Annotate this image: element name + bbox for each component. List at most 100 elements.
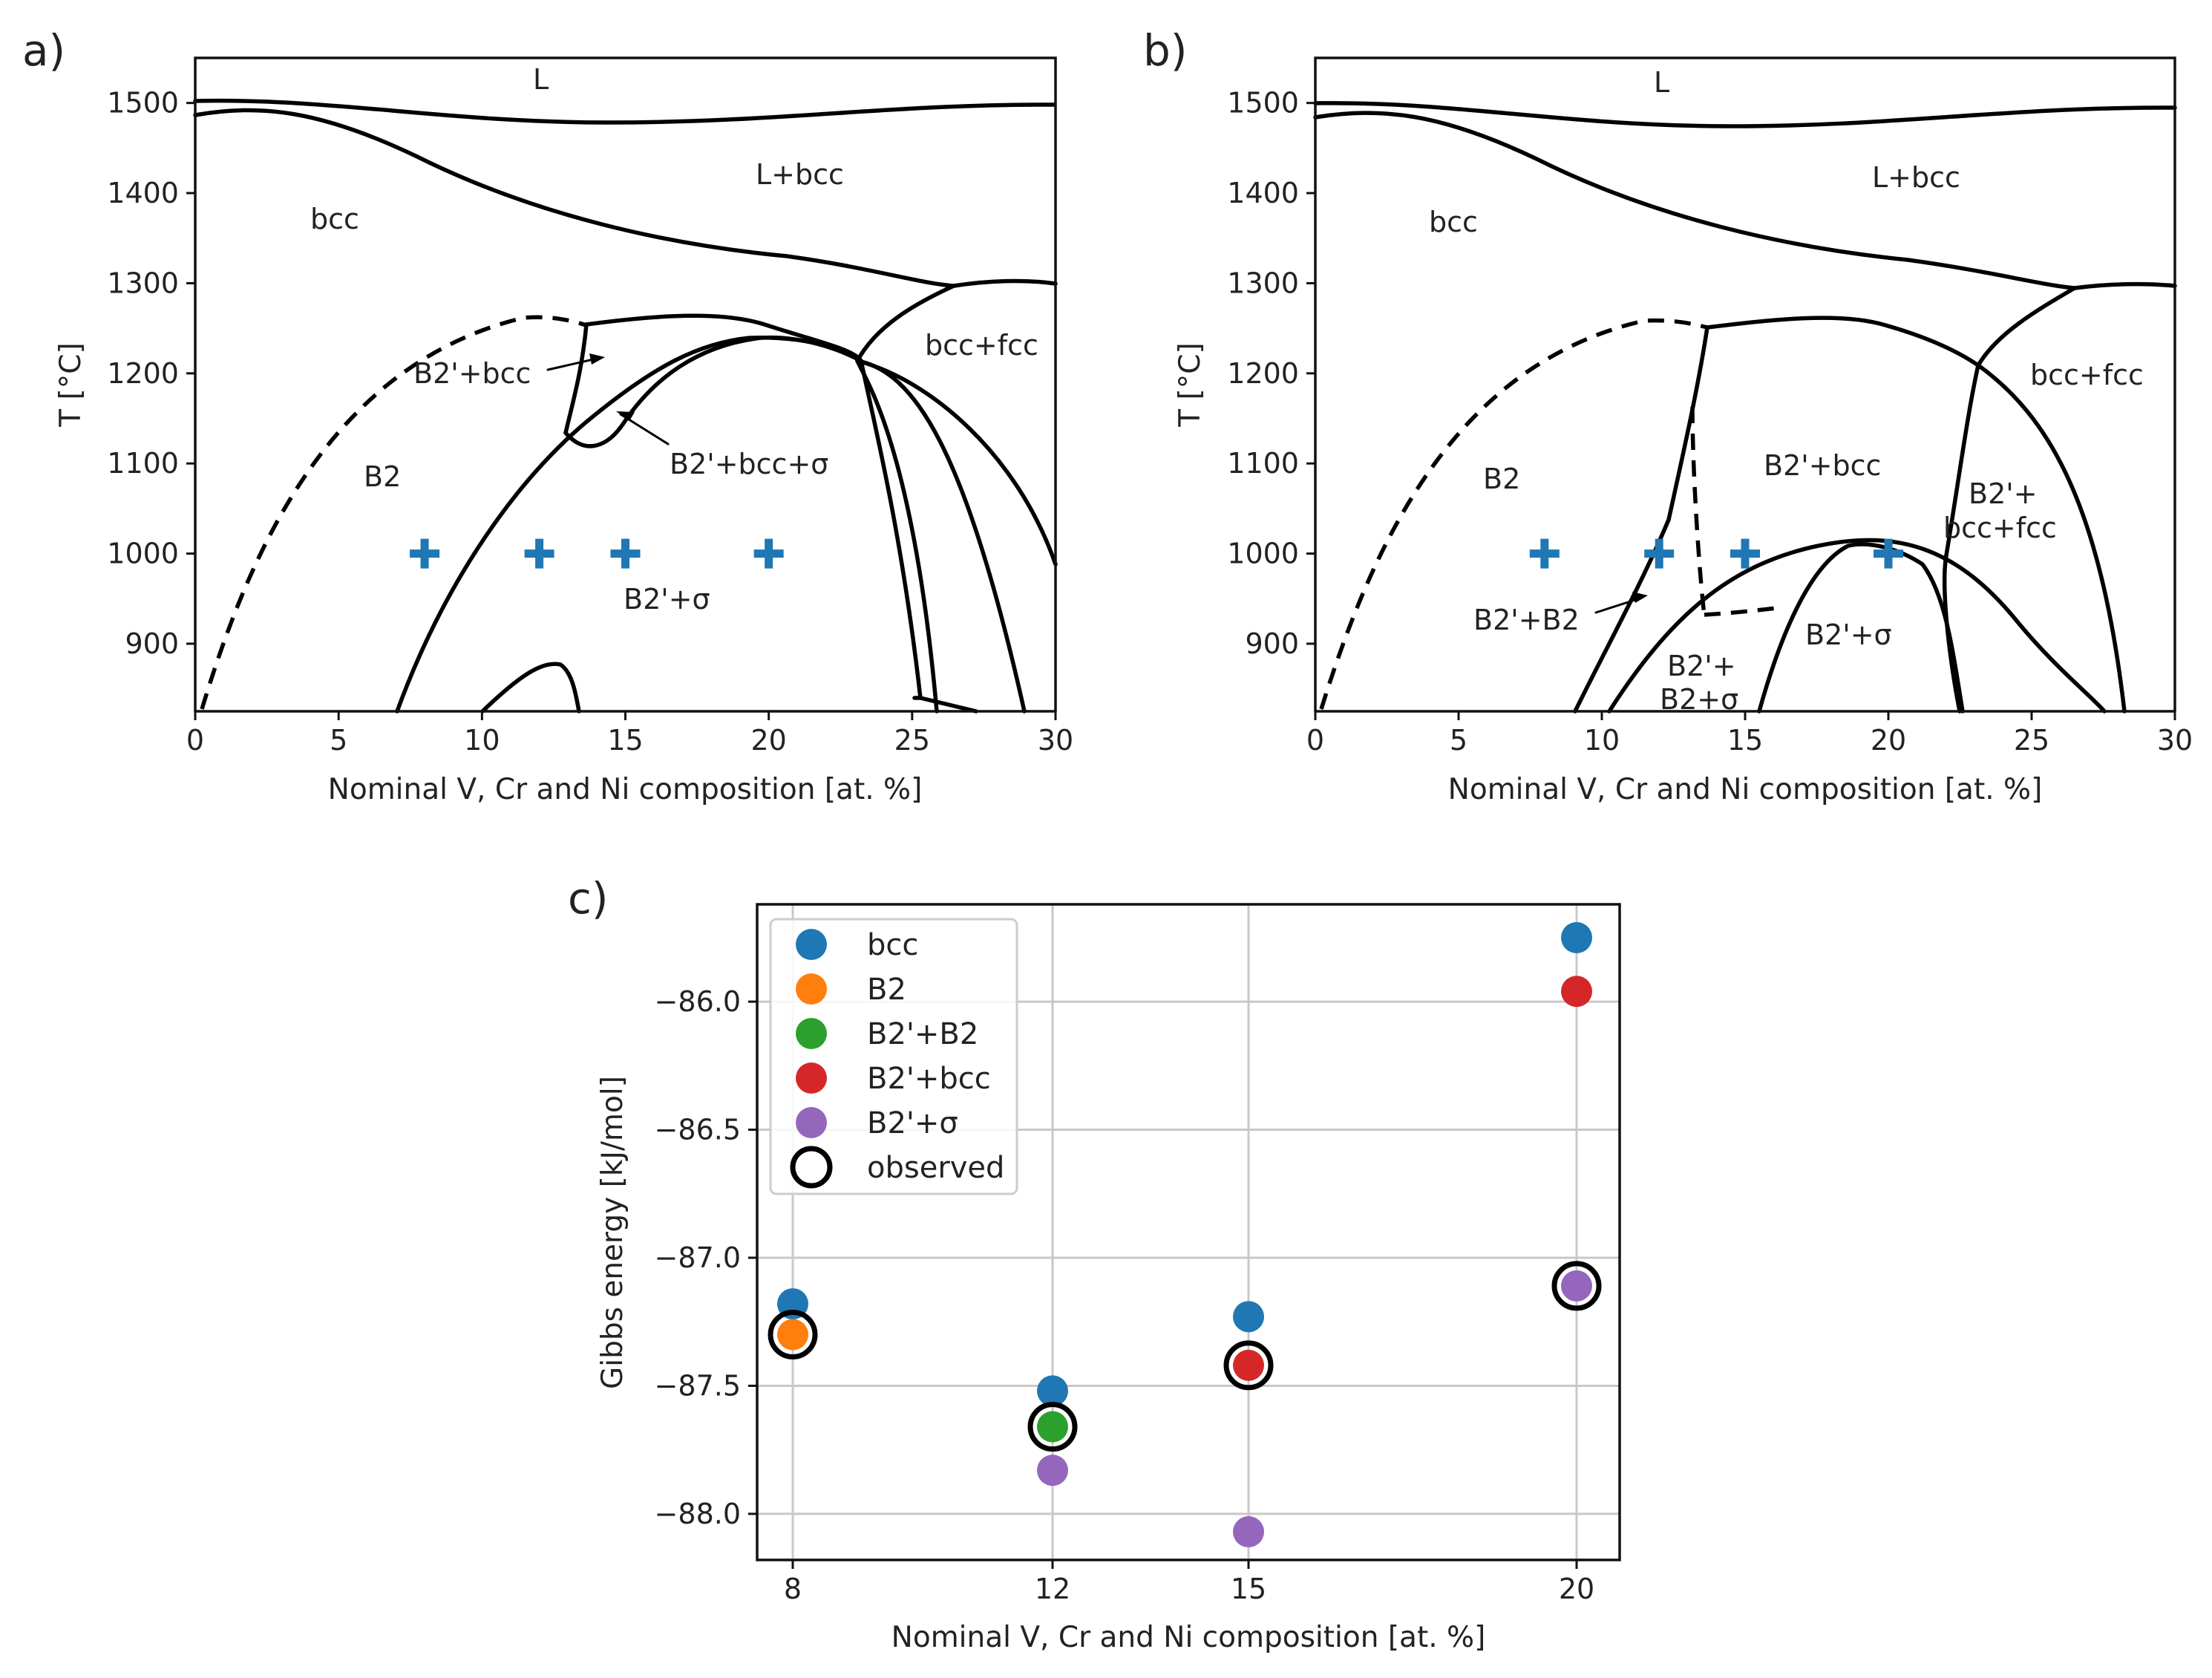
region-label: B2'+ bbox=[1667, 650, 1736, 682]
plus-marker bbox=[1730, 538, 1760, 569]
panel-a-phase-boundaries bbox=[193, 98, 1058, 714]
legend-label: B2'+σ bbox=[867, 1106, 958, 1140]
panel-c: c) −88.0 −87.5 −87.0 −86.5 −86.0 8 12 15 20 bcc B… bbox=[568, 873, 1621, 1654]
y-tick-label: −87.0 bbox=[655, 1241, 741, 1274]
panel-c-frame bbox=[756, 903, 1621, 1561]
panel-b: b) L L+bcc bcc bcc+fcc B2 bbox=[1143, 25, 2193, 806]
data-point-bcc bbox=[1561, 921, 1592, 953]
y-tick-label: 1100 bbox=[1227, 447, 1299, 480]
legend-marker bbox=[796, 929, 827, 960]
data-point-B2- bbox=[1037, 1455, 1068, 1486]
x-tick-label: 5 bbox=[330, 724, 347, 757]
x-tick-label: 20 bbox=[1559, 1573, 1594, 1605]
fcc-right-2 bbox=[855, 359, 1058, 567]
data-point-bcc bbox=[1037, 1375, 1068, 1407]
sigma-right-lower bbox=[1942, 553, 1962, 714]
region-label: bcc bbox=[310, 203, 359, 235]
observed-marker bbox=[1223, 1340, 1274, 1391]
b2prime-b2-boundary-lower bbox=[1573, 518, 1671, 714]
x-tick-label: 10 bbox=[1584, 724, 1620, 757]
b2prime-bcc-top bbox=[584, 313, 863, 363]
y-tick-label: 1000 bbox=[107, 538, 179, 570]
liquidus-line bbox=[193, 98, 1056, 125]
y-tick-label: 1300 bbox=[1227, 267, 1299, 299]
legend-label: bcc bbox=[867, 928, 918, 962]
region-label: L bbox=[1654, 66, 1669, 99]
bottom-segment bbox=[912, 696, 978, 714]
fcc-boundary-upper bbox=[855, 284, 956, 363]
x-tick-label: 0 bbox=[186, 724, 204, 757]
panel-a-label: a) bbox=[22, 25, 65, 76]
data-point-B2 bbox=[777, 1319, 808, 1351]
x-tick-label: 15 bbox=[1727, 724, 1763, 757]
b2prime-bcc-left bbox=[563, 322, 589, 435]
region-label: B2'+B2 bbox=[1473, 604, 1580, 636]
region-label: B2 bbox=[364, 460, 401, 493]
region-label: L+bcc bbox=[756, 158, 844, 191]
liquidus-line bbox=[1313, 101, 2177, 128]
b2prime-bcc-sigma-loop bbox=[563, 335, 863, 448]
b2-ordering-line bbox=[200, 315, 587, 710]
bcc-fcc-boundary bbox=[2072, 281, 2177, 290]
panel-c-legend: bcc B2 B2'+B2 B2'+bcc B2'+σ observed bbox=[769, 918, 1018, 1195]
panel-c-points bbox=[768, 921, 1602, 1548]
region-label: B2 bbox=[1483, 463, 1520, 495]
region-label: bcc+fcc bbox=[1943, 512, 2057, 544]
x-tick-label: 8 bbox=[784, 1573, 802, 1605]
legend-label: B2'+B2 bbox=[867, 1017, 978, 1051]
y-tick-label: 1300 bbox=[107, 267, 179, 299]
legend-label: observed bbox=[867, 1151, 1004, 1185]
legend-label: B2'+bcc bbox=[867, 1062, 991, 1096]
b2prime-bcc-fcc-left bbox=[1944, 363, 1980, 558]
panel-b-xlabel: Nominal V, Cr and Ni composition [at. %] bbox=[1448, 773, 2043, 806]
y-tick-label: 900 bbox=[125, 627, 179, 660]
region-label: bcc+fcc bbox=[2030, 359, 2144, 391]
data-point-B2- bbox=[1233, 1516, 1264, 1548]
solidus-line bbox=[193, 108, 956, 288]
panel-c-ylabel: Gibbs energy [kJ/mol] bbox=[596, 1076, 629, 1389]
data-point-B2- bbox=[1561, 1270, 1592, 1302]
panel-a: a) L L+bcc bbox=[22, 25, 1073, 806]
legend-marker bbox=[796, 1062, 827, 1094]
arrowhead bbox=[616, 411, 635, 421]
plus-marker bbox=[410, 538, 440, 569]
legend-box bbox=[769, 918, 1018, 1195]
y-tick-label: 900 bbox=[1245, 627, 1299, 660]
x-tick-label: 10 bbox=[464, 724, 500, 757]
arrowhead bbox=[1632, 592, 1648, 603]
region-label: B2'+bcc bbox=[1764, 449, 1881, 482]
panel-b-arrows bbox=[1594, 592, 1648, 614]
panel-b-markers bbox=[1529, 538, 1903, 569]
legend-marker bbox=[796, 973, 827, 1005]
b2-ordering-line bbox=[1319, 318, 1708, 710]
y-tick-label: −86.0 bbox=[655, 985, 741, 1018]
panel-b-region-labels: L L+bcc bcc bcc+fcc B2 B2'+bcc B2'+ bcc+… bbox=[1429, 66, 2144, 716]
region-label: L+bcc bbox=[1872, 161, 1960, 194]
x-tick-label: 20 bbox=[750, 724, 786, 757]
b2prime-sigma-dome bbox=[395, 336, 863, 714]
panel-b-ylabel: T [°C] bbox=[1174, 342, 1207, 427]
data-point-B2-bcc bbox=[1233, 1349, 1264, 1381]
sigma-right-2 bbox=[855, 359, 939, 714]
arrowhead bbox=[589, 353, 605, 365]
data-point-B2-B2 bbox=[1037, 1411, 1068, 1443]
observed-marker bbox=[1551, 1261, 1602, 1311]
plus-marker bbox=[1529, 538, 1560, 569]
panel-a-ylabel: T [°C] bbox=[54, 342, 88, 427]
x-tick-label: 30 bbox=[1038, 724, 1073, 757]
panel-a-axis-ticks: 0 5 10 15 20 25 30 900 1000 1100 1200 1300 1400 1500 bbox=[107, 87, 1073, 757]
panel-a-region-labels: L L+bcc bcc bcc+fcc B2'+bcc B2 B2'+bcc+σ… bbox=[310, 63, 1038, 616]
x-tick-label: 5 bbox=[1450, 724, 1467, 757]
region-label: bcc+fcc bbox=[925, 329, 1038, 362]
panel-b-label: b) bbox=[1143, 25, 1187, 76]
y-tick-label: 1200 bbox=[107, 357, 179, 390]
y-tick-label: 1400 bbox=[107, 177, 179, 209]
legend-marker bbox=[796, 1018, 827, 1049]
fcc-boundary-upper bbox=[1976, 286, 2077, 368]
region-label: B2'+σ bbox=[624, 583, 710, 616]
panel-a-xlabel: Nominal V, Cr and Ni composition [at. %] bbox=[328, 773, 923, 806]
panel-b-axis-ticks: 0 5 10 15 20 25 30 900 1000 1100 1200 1300 1400 1500 bbox=[1227, 87, 2193, 757]
bcc-fcc-boundary bbox=[952, 278, 1058, 288]
region-label: B2'+ bbox=[1969, 477, 2038, 510]
b2prime-b2-dashed bbox=[1690, 406, 1707, 616]
